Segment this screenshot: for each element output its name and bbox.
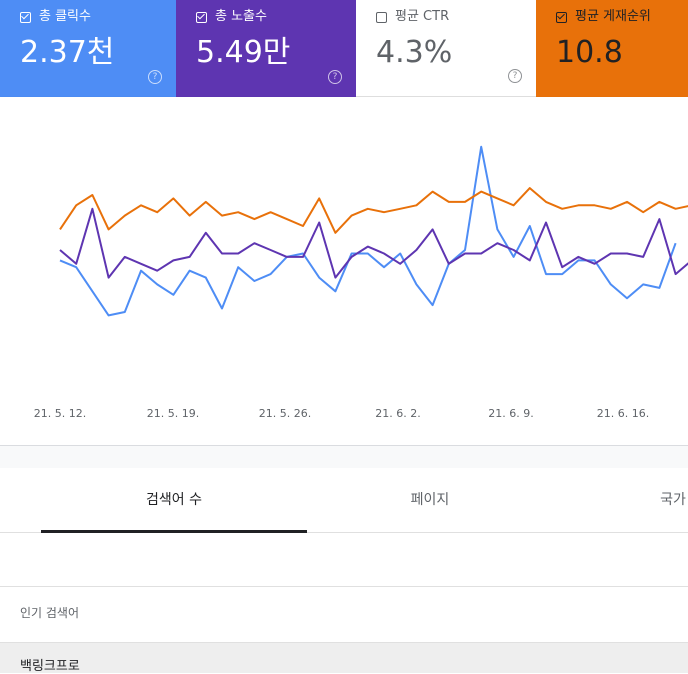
tab-bar: 검색어 수 페이지 국가	[0, 468, 688, 533]
tab-countries[interactable]: 국가	[660, 492, 686, 508]
x-tick-label: 21. 5. 26.	[259, 407, 311, 420]
metric-label-impressions: 총 노출수	[215, 9, 267, 24]
series-line-2	[59, 187, 688, 234]
column-header-top-queries: 인기 검색어	[20, 606, 80, 620]
metric-value-impressions: 5.49만	[196, 35, 291, 70]
metric-label-position: 평균 게재순위	[575, 9, 651, 24]
metric-value-position: 10.8	[556, 35, 623, 70]
metric-card-ctr[interactable]: 평균 CTR 4.3% ?	[356, 0, 536, 97]
series-line-0	[59, 145, 677, 317]
x-tick-label: 21. 5. 12.	[34, 407, 86, 420]
metric-card-clicks[interactable]: 총 클릭수 2.37천 ?	[0, 0, 176, 97]
metric-card-position[interactable]: 평균 게재순위 10.8	[536, 0, 688, 97]
x-tick-label: 21. 6. 2.	[375, 407, 420, 420]
chart-svg: 21. 5. 12. 21. 5. 19. 21. 5. 26. 21. 6. 2. 2…	[34, 145, 688, 420]
table-row[interactable]: 백링크프로	[0, 642, 688, 674]
query-text: 백링크프로	[20, 659, 80, 674]
table-toolbar	[0, 534, 688, 587]
help-icon[interactable]: ?	[328, 70, 342, 84]
tab-queries[interactable]: 검색어 수	[146, 492, 202, 508]
series-line-1	[59, 207, 688, 279]
checkbox-impressions[interactable]	[196, 11, 207, 23]
help-icon[interactable]: ?	[508, 69, 522, 83]
checkbox-ctr[interactable]	[376, 11, 387, 23]
metric-value-clicks: 2.37천	[20, 35, 115, 70]
metric-card-impressions[interactable]: 총 노출수 5.49만 ?	[176, 0, 356, 97]
section-gap	[0, 446, 688, 468]
metric-value-ctr: 4.3%	[376, 35, 453, 70]
x-tick-label: 21. 6. 9.	[488, 407, 533, 420]
checkbox-position[interactable]	[556, 11, 567, 23]
checkbox-clicks[interactable]	[20, 11, 31, 23]
tab-pages[interactable]: 페이지	[410, 492, 450, 508]
metric-cards: 총 클릭수 2.37천 ? 총 노출수 5.49만 ? 평균 CTR 4.3% …	[0, 0, 688, 97]
x-tick-label: 21. 6. 16.	[597, 407, 649, 420]
help-icon[interactable]: ?	[148, 70, 162, 84]
active-tab-indicator	[41, 530, 307, 533]
metric-label-ctr: 평균 CTR	[395, 9, 450, 24]
performance-chart[interactable]: 21. 5. 12. 21. 5. 19. 21. 5. 26. 21. 6. 2. 2…	[0, 97, 688, 446]
metric-label-clicks: 총 클릭수	[39, 9, 91, 24]
x-tick-label: 21. 5. 19.	[147, 407, 199, 420]
